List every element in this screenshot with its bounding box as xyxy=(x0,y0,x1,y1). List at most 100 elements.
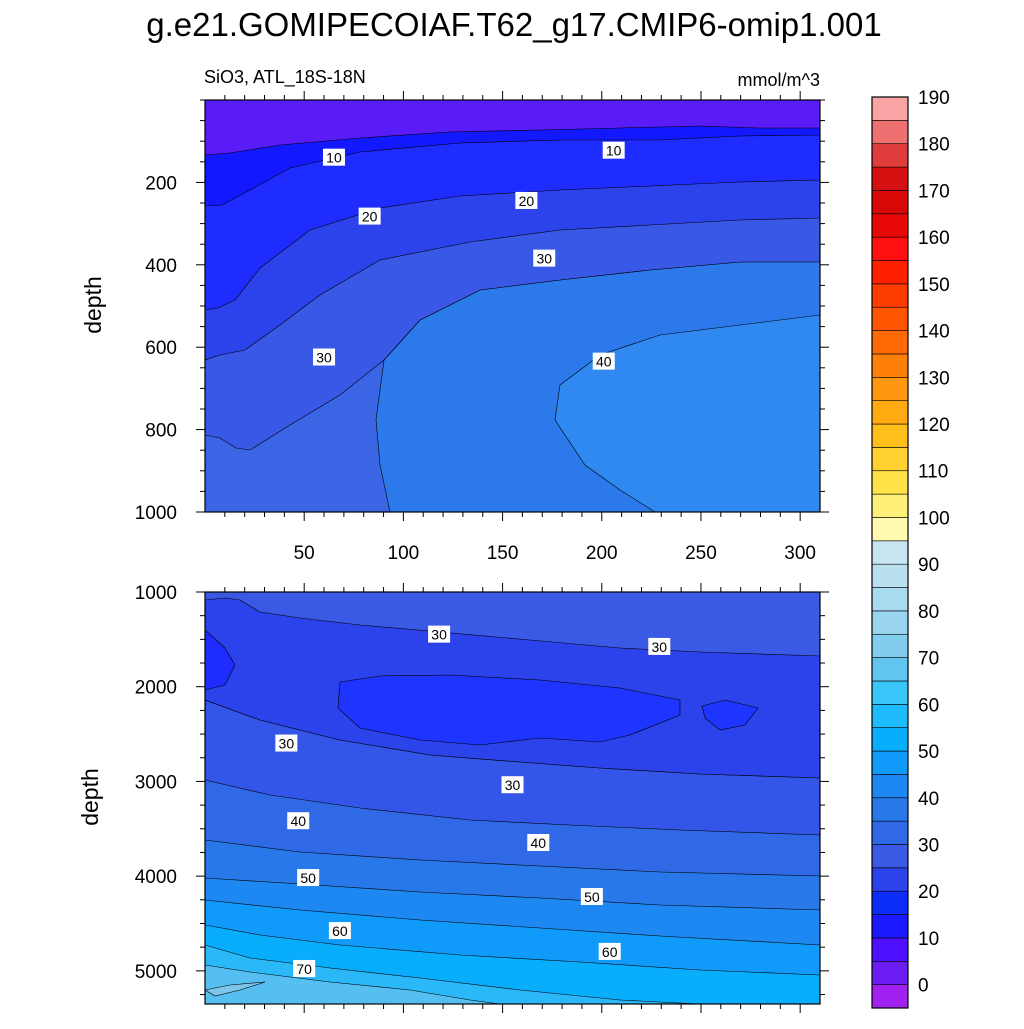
colorbar-swatch xyxy=(871,400,909,425)
panel2-y-tick-label: 5000 xyxy=(135,962,177,983)
colorbar-swatch xyxy=(871,820,909,845)
colorbar-label: 150 xyxy=(918,275,950,296)
colorbar-swatch xyxy=(871,306,909,331)
panel1-y-tick-label: 600 xyxy=(145,338,177,359)
panel1-units-label: mmol/m^3 xyxy=(738,70,820,90)
colorbar-swatch xyxy=(871,914,909,939)
panel2-plot: 1000 2000 3000 4000 5000 30 30 30 30 40 40 50 50 60 60… xyxy=(135,583,829,1013)
colorbar-swatch xyxy=(871,960,909,985)
svg-text:60: 60 xyxy=(332,923,348,939)
panel2-y-tick-label: 3000 xyxy=(135,772,177,793)
svg-text:70: 70 xyxy=(296,961,312,977)
panel2-contour-label: 50 xyxy=(580,887,603,905)
panel1-x-tick-label: 100 xyxy=(388,543,420,564)
colorbar-swatch xyxy=(871,143,909,168)
colorbar-swatch xyxy=(871,353,909,378)
colorbar-label: 190 xyxy=(918,88,950,109)
colorbar-swatch xyxy=(871,610,909,635)
panel1-contour-label: 20 xyxy=(515,191,538,209)
colorbar-swatch xyxy=(871,166,909,191)
panel2-y-tick-label: 2000 xyxy=(135,678,177,699)
panel1-x-tick-label: 250 xyxy=(685,543,717,564)
colorbar-swatch xyxy=(871,236,909,261)
colorbar-swatch xyxy=(871,283,909,308)
panel2-contour-band xyxy=(337,674,681,746)
colorbar-swatch xyxy=(871,120,909,145)
panel1-frame xyxy=(204,99,821,513)
svg-text:50: 50 xyxy=(584,889,600,905)
panel2-contour-label: 30 xyxy=(428,625,451,643)
colorbar-swatch xyxy=(871,657,909,682)
colorbar-swatch xyxy=(871,540,909,565)
panel1-contour-label: 40 xyxy=(592,352,615,370)
panel2-contour-label: 50 xyxy=(297,869,320,887)
colorbar-label: 0 xyxy=(918,976,929,997)
colorbar-swatch xyxy=(871,937,909,962)
colorbar-swatch xyxy=(871,867,909,892)
colorbar-label: 70 xyxy=(918,649,939,670)
panel2-contour-label: 30 xyxy=(275,734,298,752)
panel1-left-label: SiO3, ATL_18S-18N xyxy=(204,67,366,88)
svg-text:20: 20 xyxy=(519,193,535,209)
panel1-x-tick-label: 200 xyxy=(586,543,618,564)
colorbar-swatch xyxy=(871,213,909,238)
svg-text:10: 10 xyxy=(326,150,342,166)
colorbar-swatch xyxy=(871,680,909,705)
colorbar-label: 20 xyxy=(918,882,939,903)
panel2-contour-band xyxy=(701,699,759,731)
panel1-contour-label: 10 xyxy=(322,148,345,166)
colorbar-label: 180 xyxy=(918,135,950,156)
colorbar-swatch xyxy=(871,797,909,822)
svg-text:30: 30 xyxy=(279,736,295,752)
panel1-contour-band xyxy=(205,100,820,156)
panel1-contour-label: 10 xyxy=(602,141,625,159)
svg-text:30: 30 xyxy=(652,639,668,655)
colorbar-swatch xyxy=(871,704,909,728)
colorbar-label: 140 xyxy=(918,322,950,343)
panel2-contour-label: 30 xyxy=(501,776,524,794)
colorbar-label: 120 xyxy=(918,415,950,436)
colorbar-swatch xyxy=(871,493,909,518)
panel1-contour-label: 20 xyxy=(358,207,381,225)
colorbar-swatch xyxy=(871,330,909,355)
panel1-y-tick-label: 200 xyxy=(145,173,177,194)
panel1-y-tick-label: 1000 xyxy=(135,503,177,524)
panel2-contour-label: 60 xyxy=(328,922,351,940)
colorbar-swatch xyxy=(871,377,909,401)
colorbar-swatch xyxy=(871,423,909,448)
panel1-contour-label: 30 xyxy=(533,249,556,267)
colorbar-label: 90 xyxy=(918,555,939,576)
colorbar-label: 130 xyxy=(918,368,950,389)
colorbar-swatch xyxy=(871,260,909,285)
panel2-y-tick-label: 4000 xyxy=(135,867,177,888)
panel2-contour-label: 60 xyxy=(598,942,621,960)
panel2-contour-label: 30 xyxy=(648,637,671,655)
colorbar-swatch xyxy=(871,890,909,915)
colorbar-frame xyxy=(871,96,909,1009)
panel1-x-tick-label: 300 xyxy=(784,543,816,564)
colorbar-label: 60 xyxy=(918,695,939,716)
panel2-contour-label: 70 xyxy=(293,959,316,977)
svg-text:30: 30 xyxy=(505,777,521,793)
colorbar-swatch xyxy=(871,633,909,658)
svg-text:30: 30 xyxy=(431,627,447,643)
figure-title: g.e21.GOMIPECOIAF.T62_g17.CMIP6-omip1.00… xyxy=(146,6,882,43)
panel2-ylabel: depth xyxy=(77,768,103,826)
colorbar-label: 40 xyxy=(918,789,939,810)
svg-text:60: 60 xyxy=(602,944,618,960)
colorbar-label: 50 xyxy=(918,742,939,763)
panel2-contour-label: 40 xyxy=(527,833,550,851)
svg-text:40: 40 xyxy=(290,813,306,829)
svg-text:30: 30 xyxy=(316,350,332,366)
svg-text:20: 20 xyxy=(362,209,378,225)
colorbar-label: 170 xyxy=(918,181,950,202)
svg-text:10: 10 xyxy=(606,143,622,159)
panel2-contour-band xyxy=(205,629,236,691)
panel1-plot: 200 400 600 800 1000 50 100 150 200 250 300 10 10 20 2… xyxy=(135,91,829,564)
colorbar-label: 110 xyxy=(918,462,948,483)
colorbar-swatch xyxy=(871,774,909,799)
svg-text:40: 40 xyxy=(596,354,612,370)
panel2-frame xyxy=(204,591,821,1005)
